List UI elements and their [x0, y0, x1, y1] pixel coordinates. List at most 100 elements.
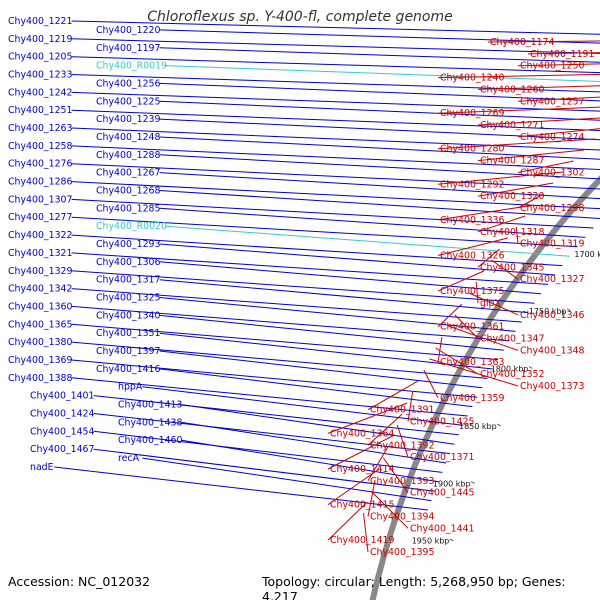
gene-label-right[interactable]: Chy400_1392: [370, 440, 435, 451]
gene-label-left[interactable]: nadE: [30, 462, 54, 473]
gene-label-left[interactable]: Chy400_1197: [96, 43, 161, 54]
gene-label-right[interactable]: Chy400_1302: [520, 168, 585, 179]
gene-label-left[interactable]: Chy400_1285: [96, 203, 161, 214]
label-leader-line: [71, 288, 522, 323]
gene-label-right[interactable]: Chy400_1345: [480, 262, 545, 273]
gene-label-left[interactable]: Chy400_1276: [8, 159, 73, 170]
gene-label-left[interactable]: Chy400_1263: [8, 123, 73, 134]
gene-label-left[interactable]: Chy400_1225: [96, 96, 161, 107]
gene-label-right[interactable]: Chy400_1347: [480, 334, 545, 345]
gene-label-right[interactable]: Chy400_1269: [440, 108, 505, 119]
gene-label-left[interactable]: Chy400_1351: [96, 328, 161, 339]
gene-label-left[interactable]: Chy400_1293: [96, 239, 161, 250]
gene-label-left[interactable]: Chy400_1258: [8, 141, 73, 152]
gene-label-right[interactable]: Chy400_1274: [520, 132, 585, 143]
gene-label-left[interactable]: Chy400_1369: [8, 355, 73, 366]
gene-label-left[interactable]: Chy400_1239: [96, 114, 161, 125]
gene-label-right[interactable]: Chy400_1327: [520, 274, 585, 285]
gene-label-right[interactable]: Chy400_1419: [330, 535, 395, 546]
gene-label-left[interactable]: Chy400_1322: [8, 230, 73, 241]
gene-label-left[interactable]: Chy400_1256: [96, 78, 161, 89]
gene-label-right[interactable]: Chy400_1348: [520, 345, 585, 356]
gene-label-right[interactable]: Chy400_1395: [370, 547, 435, 558]
gene-label-right[interactable]: Chy400_1250: [520, 61, 585, 72]
label-leader-line: [71, 127, 600, 151]
gene-label-left[interactable]: Chy400_1380: [8, 337, 73, 348]
gene-label-right[interactable]: Chy400_1326: [440, 251, 505, 262]
gene-label-right[interactable]: glpX: [480, 298, 502, 309]
gene-label-left[interactable]: Chy400_1321: [8, 248, 73, 259]
gene-label-left[interactable]: Chy400_1467: [30, 444, 95, 455]
gene-label-right[interactable]: Chy400_1260: [480, 84, 545, 95]
gene-label-left[interactable]: recA: [118, 453, 140, 464]
gene-label-left[interactable]: Chy400_1329: [8, 266, 73, 277]
gene-label-right[interactable]: Chy400_1292: [440, 179, 505, 190]
gene-label-left[interactable]: Chy400_1388: [8, 373, 73, 384]
gene-label-left[interactable]: Chy400_1325: [96, 293, 161, 304]
gene-label-left[interactable]: Chy400_1267: [96, 168, 161, 179]
gene-label-right[interactable]: Chy400_1415: [330, 500, 395, 511]
gene-label-left[interactable]: Chy400_R0019: [96, 61, 167, 72]
gene-label-left[interactable]: Chy400_1306: [96, 257, 161, 268]
gene-label-left[interactable]: Chy400_1401: [30, 391, 95, 402]
gene-label-right[interactable]: Chy400_1352: [480, 369, 545, 380]
gene-label-right[interactable]: Chy400_1371: [410, 452, 475, 463]
gene-label-right[interactable]: Chy400_1319: [520, 239, 585, 250]
gene-label-right[interactable]: Chy400_1425: [410, 417, 475, 428]
gene-label-right[interactable]: Chy400_1393: [370, 476, 435, 487]
gene-label-left[interactable]: Chy400_1397: [96, 346, 161, 357]
label-leader-line: [159, 190, 600, 219]
gene-label-left[interactable]: Chy400_1416: [96, 364, 161, 375]
gene-label-left[interactable]: Chy400_1438: [118, 417, 183, 428]
gene-label-left[interactable]: Chy400_1220: [96, 25, 161, 36]
gene-label-right[interactable]: Chy400_1174: [490, 37, 555, 48]
gene-label-left[interactable]: Chy400_1221: [8, 16, 73, 27]
gene-label-left[interactable]: Chy400_1268: [96, 186, 161, 197]
gene-label-right[interactable]: Chy400_1320: [480, 191, 545, 202]
gene-label-left[interactable]: Chy400_1454: [30, 426, 95, 437]
gene-label-left[interactable]: Chy400_1277: [8, 212, 73, 223]
gene-label-left[interactable]: Chy400_1219: [8, 34, 73, 45]
gene-label-right[interactable]: Chy400_1441: [410, 523, 475, 534]
label-leader-line: [437, 138, 596, 150]
gene-label-left[interactable]: Chy400_1424: [30, 409, 95, 420]
gene-label-right[interactable]: Chy400_1287: [480, 156, 545, 167]
gene-label-right[interactable]: Chy400_1361: [440, 322, 505, 333]
gene-label-right[interactable]: Chy400_1318: [480, 227, 545, 238]
gene-label-left[interactable]: Chy400_1205: [8, 52, 73, 63]
gene-label-right[interactable]: Chy400_1346: [520, 310, 585, 321]
gene-label-right[interactable]: Chy400_1391: [370, 405, 435, 416]
gene-label-left[interactable]: Chy400_1460: [118, 435, 183, 446]
label-leader-line: [159, 82, 600, 102]
gene-label-left[interactable]: Chy400_1248: [96, 132, 161, 143]
gene-label-right[interactable]: Chy400_1363: [440, 357, 505, 368]
gene-label-right[interactable]: Chy400_1298: [520, 203, 585, 214]
gene-label-right[interactable]: Chy400_1445: [410, 488, 475, 499]
gene-label-left[interactable]: Chy400_1251: [8, 105, 73, 116]
gene-label-left[interactable]: hppA: [118, 382, 143, 393]
gene-label-right[interactable]: Chy400_1191: [530, 49, 595, 60]
gene-label-right[interactable]: Chy400_1240: [440, 73, 505, 84]
gene-label-right[interactable]: Chy400_1394: [370, 511, 435, 522]
gene-label-left[interactable]: Chy400_1242: [8, 87, 73, 98]
gene-label-right[interactable]: Chy400_1336: [440, 215, 505, 226]
gene-label-left[interactable]: Chy400_1413: [118, 400, 183, 411]
gene-label-left[interactable]: Chy400_1342: [8, 284, 73, 295]
gene-label-left[interactable]: Chy400_1286: [8, 177, 73, 188]
gene-label-left[interactable]: Chy400_1340: [96, 310, 161, 321]
gene-label-right[interactable]: Chy400_1375: [440, 286, 505, 297]
gene-label-left[interactable]: Chy400_1288: [96, 150, 161, 161]
gene-label-left[interactable]: Chy400_R0020: [96, 221, 167, 232]
gene-label-right[interactable]: Chy400_1373: [520, 381, 585, 392]
gene-label-left[interactable]: Chy400_1365: [8, 319, 73, 330]
gene-label-right[interactable]: Chy400_1257: [520, 96, 585, 107]
gene-label-right[interactable]: Chy400_1364: [330, 428, 395, 439]
gene-label-left[interactable]: Chy400_1317: [96, 275, 161, 286]
gene-label-right[interactable]: Chy400_1359: [440, 393, 505, 404]
gene-label-right[interactable]: Chy400_1414: [330, 464, 395, 475]
gene-label-right[interactable]: Chy400_1271: [480, 120, 545, 131]
gene-label-left[interactable]: Chy400_1360: [8, 301, 73, 312]
gene-label-left[interactable]: Chy400_1233: [8, 70, 73, 81]
gene-label-right[interactable]: Chy400_1280: [440, 144, 505, 155]
gene-label-left[interactable]: Chy400_1307: [8, 194, 73, 205]
